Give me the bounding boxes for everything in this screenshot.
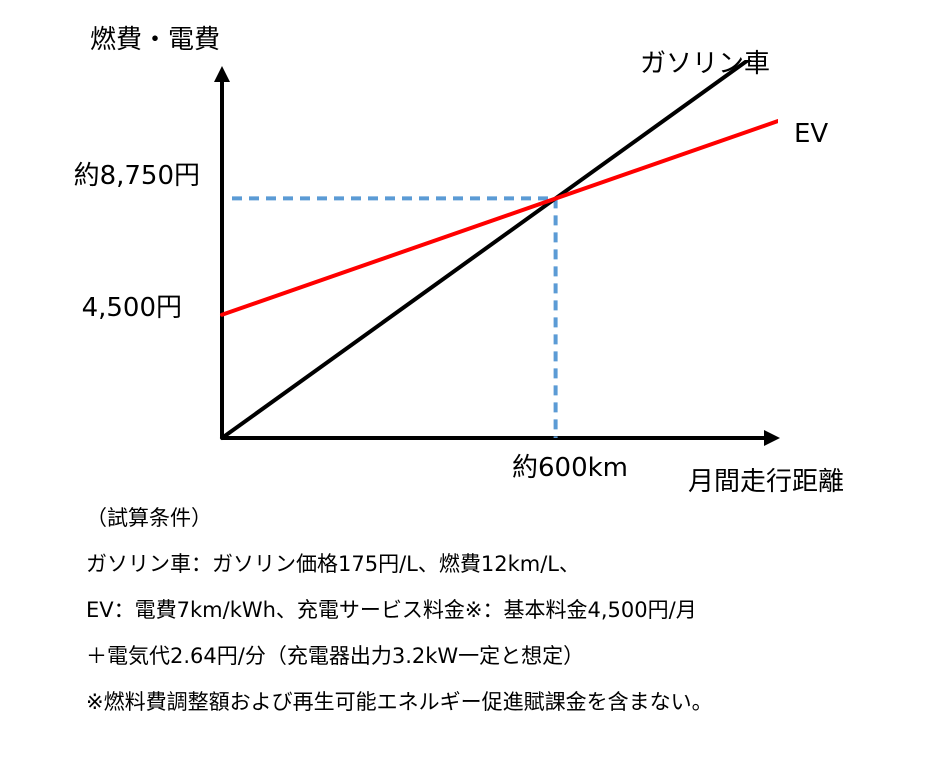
notes-electricity-condition: ＋電気代2.64円/分（充電器出力3.2kW一定と想定） — [86, 644, 585, 668]
gasoline-line — [220, 60, 752, 440]
x-tick-label-600km: 約600km — [512, 453, 628, 483]
axes — [214, 66, 780, 446]
notes-ev-condition: EV：電費7km/kWh、充電サービス料金※：基本料金4,500円/月 — [86, 598, 697, 622]
series-label-ev: EV — [794, 119, 828, 149]
ev-line — [220, 119, 778, 317]
series-label-gasoline: ガソリン車 — [640, 49, 770, 79]
break-even-chart: 燃費・電費 月間走行距離 約8,750円 4,500円 約600km ガソリン車… — [74, 25, 844, 497]
notes-gasoline-condition: ガソリン車：ガソリン価格175円/L、燃費12km/L、 — [86, 552, 580, 576]
notes-heading: （試算条件） — [86, 506, 212, 530]
x-axis-title: 月間走行距離 — [688, 467, 844, 497]
y-tick-label-4500: 4,500円 — [82, 293, 182, 323]
y-axis-arrow-icon — [214, 66, 230, 82]
intersection-guides — [232, 196, 558, 438]
series-lines — [220, 60, 778, 440]
y-tick-label-8750: 約8,750円 — [74, 161, 200, 191]
y-axis-title: 燃費・電費 — [90, 25, 220, 55]
x-axis-arrow-icon — [764, 430, 780, 446]
notes-exclusion: ※燃料費調整額および再生可能エネルギー促進賦課金を含まない。 — [86, 690, 713, 714]
